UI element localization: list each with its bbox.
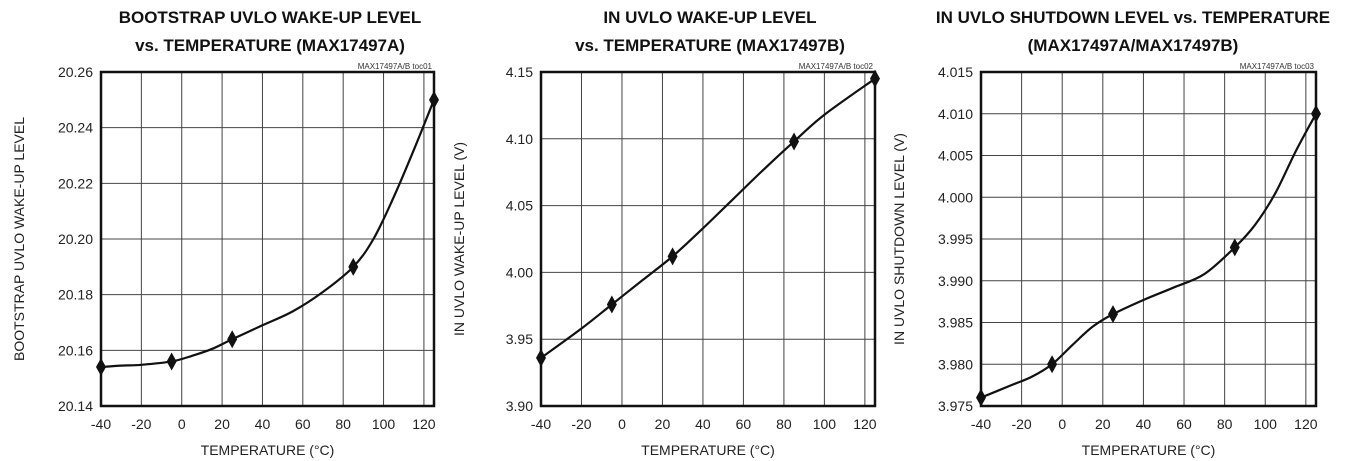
x-tick-label: 0 xyxy=(1058,416,1066,432)
data-series-line xyxy=(540,77,876,359)
x-tick-label: 0 xyxy=(178,416,186,432)
y-tick-label: 3.975 xyxy=(938,398,973,414)
data-point-marker xyxy=(429,90,439,109)
y-tick-label: 3.980 xyxy=(938,356,973,372)
x-tick-label: -20 xyxy=(571,416,591,432)
plot-frame xyxy=(539,70,877,408)
x-tick-label: -20 xyxy=(1011,416,1031,432)
x-tick-label: 40 xyxy=(695,416,711,432)
data-series-line xyxy=(980,113,1317,399)
data-point-marker xyxy=(1311,104,1321,123)
x-tick-label: -20 xyxy=(131,416,151,432)
x-tick-label: -40 xyxy=(91,416,111,432)
x-tick-label: 100 xyxy=(1254,416,1278,432)
data-point-marker xyxy=(789,132,800,151)
y-tick-label: 20.26 xyxy=(58,64,93,80)
data-point-marker xyxy=(1107,305,1118,324)
grid xyxy=(981,72,1316,406)
plot-frame xyxy=(979,70,1318,408)
x-tick-label: 40 xyxy=(1136,416,1152,432)
y-axis-label: BOOTSTRAP UVLO WAKE-UP LEVEL xyxy=(11,117,27,361)
x-tick-label: 60 xyxy=(736,416,752,432)
data-point-marker xyxy=(96,358,106,377)
chart-2: IN UVLO WAKE-UP LEVEL vs. TEMPERATURE (MA… xyxy=(451,8,880,458)
data-point-marker xyxy=(166,352,177,371)
x-tick-label: 100 xyxy=(813,416,837,432)
y-tick-label: 20.24 xyxy=(58,120,93,136)
y-tick-label: 3.990 xyxy=(938,273,973,289)
x-tick-label: 100 xyxy=(372,416,396,432)
data-point-marker xyxy=(976,388,986,407)
y-tick-label: 4.015 xyxy=(938,64,973,80)
data-point-marker xyxy=(348,257,359,276)
x-tick-label: -40 xyxy=(971,416,991,432)
x-tick-label: 80 xyxy=(1217,416,1233,432)
x-tick-label: 120 xyxy=(853,416,877,432)
y-tick-label: 4.000 xyxy=(938,189,973,205)
chart-subtitle: (MAX17497A/MAX17497B) xyxy=(1028,36,1239,55)
chart-tag: MAX17497A/B toc03 xyxy=(1240,62,1315,71)
data-point-marker xyxy=(667,247,678,266)
x-tick-label: 0 xyxy=(618,416,626,432)
y-axis-label: IN UVLO WAKE-UP LEVEL (V) xyxy=(451,142,467,336)
y-tick-label: 4.010 xyxy=(938,106,973,122)
chart-title: BOOTSTRAP UVLO WAKE-UP LEVEL xyxy=(119,8,422,27)
chart-3: IN UVLO SHUTDOWN LEVEL vs. TEMPERATURE (M… xyxy=(891,8,1330,458)
y-tick-label: 20.14 xyxy=(58,398,93,414)
x-axis-label: TEMPERATURE (°C) xyxy=(641,442,775,458)
x-tick-label: 120 xyxy=(1294,416,1318,432)
plot-frame xyxy=(99,70,436,408)
chart-tag: MAX17497A/B toc01 xyxy=(358,62,433,71)
y-tick-label: 20.18 xyxy=(58,287,93,303)
x-tick-label: 40 xyxy=(255,416,271,432)
y-tick-label: 3.90 xyxy=(506,398,533,414)
y-tick-label: 3.95 xyxy=(506,331,533,347)
data-point-marker xyxy=(1047,355,1058,374)
x-axis-label: TEMPERATURE (°C) xyxy=(1082,442,1216,458)
y-tick-label: 4.10 xyxy=(506,131,533,147)
x-tick-label: 20 xyxy=(214,416,230,432)
x-tick-label: 120 xyxy=(412,416,436,432)
y-tick-label: 20.22 xyxy=(58,175,93,191)
y-tick-label: 3.985 xyxy=(938,315,973,331)
data-point-marker xyxy=(870,69,880,88)
data-series-line xyxy=(100,99,436,369)
chart-tag: MAX17497A/B toc02 xyxy=(799,62,874,71)
chart-title: IN UVLO SHUTDOWN LEVEL vs. TEMPERATURE xyxy=(936,8,1330,27)
data-point-marker xyxy=(536,348,546,367)
x-tick-label: 80 xyxy=(335,416,351,432)
y-tick-label: 4.15 xyxy=(506,64,533,80)
data-point-marker xyxy=(1229,238,1240,257)
x-tick-label: 20 xyxy=(655,416,671,432)
y-axis-label: IN UVLO SHUTDOWN LEVEL (V) xyxy=(891,133,907,345)
data-point-marker xyxy=(227,330,238,349)
y-tick-label: 4.00 xyxy=(506,264,533,280)
chart-subtitle: vs. TEMPERATURE (MAX17497A) xyxy=(135,36,405,55)
grid xyxy=(541,72,875,406)
y-tick-label: 20.20 xyxy=(58,231,93,247)
x-axis-label: TEMPERATURE (°C) xyxy=(201,442,335,458)
y-tick-label: 20.16 xyxy=(58,342,93,358)
chart-subtitle: vs. TEMPERATURE (MAX17497B) xyxy=(575,36,845,55)
chart-1: BOOTSTRAP UVLO WAKE-UP LEVEL vs. TEMPERAT… xyxy=(11,8,439,458)
y-tick-label: 3.995 xyxy=(938,231,973,247)
x-tick-label: -40 xyxy=(531,416,551,432)
x-tick-label: 60 xyxy=(1176,416,1192,432)
x-tick-label: 80 xyxy=(776,416,792,432)
data-point-marker xyxy=(606,295,617,314)
chart-title: IN UVLO WAKE-UP LEVEL xyxy=(603,8,816,27)
x-tick-label: 20 xyxy=(1095,416,1111,432)
x-tick-label: 60 xyxy=(295,416,311,432)
y-tick-label: 4.05 xyxy=(506,198,533,214)
y-tick-label: 4.005 xyxy=(938,148,973,164)
grid xyxy=(101,72,434,406)
